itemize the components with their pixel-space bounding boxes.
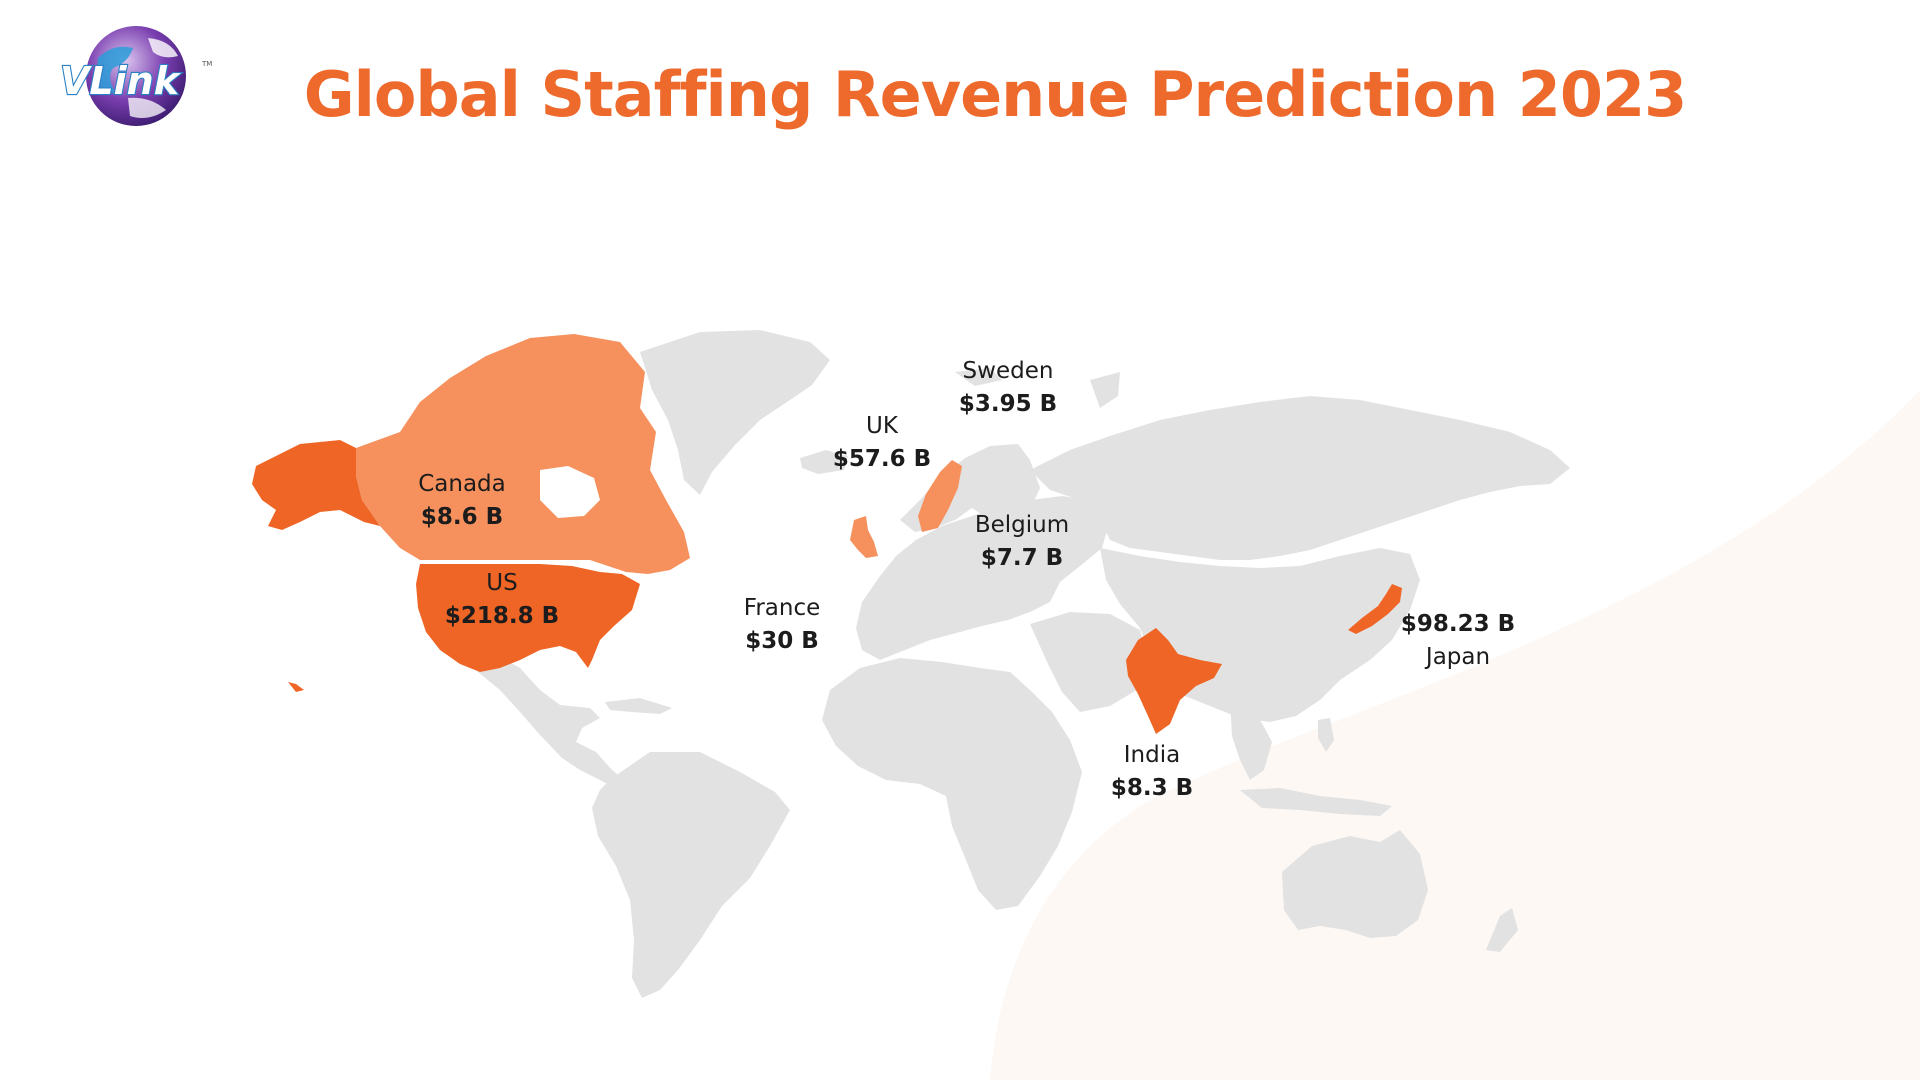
label-sweden-value: $3.95 B xyxy=(958,391,1058,417)
country-canada-hudson-bay xyxy=(540,466,600,518)
label-us-value: $218.8 B xyxy=(444,603,560,629)
land-indonesia xyxy=(1240,788,1392,816)
country-sweden-shape xyxy=(918,460,962,532)
land-svalbard xyxy=(955,368,1002,386)
highlighted-countries xyxy=(252,334,1402,734)
label-france: France $30 B xyxy=(744,592,820,658)
land-africa xyxy=(822,658,1082,910)
land-philippines xyxy=(1318,718,1334,752)
land-madagascar xyxy=(1036,820,1054,860)
country-japan-shape xyxy=(1348,584,1402,634)
label-france-value: $30 B xyxy=(745,628,819,654)
land-greenland xyxy=(640,330,830,495)
label-canada-value: $8.6 B xyxy=(420,504,504,530)
logo-continent-shape-2 xyxy=(148,38,178,58)
label-canada-country: Canada xyxy=(418,471,506,497)
label-india: India $8.3 B xyxy=(1111,739,1193,805)
label-japan-value: $98.23 B xyxy=(1400,611,1516,637)
label-uk-value: $57.6 B xyxy=(832,446,932,472)
label-india-value: $8.3 B xyxy=(1110,775,1194,801)
label-belgium-country: Belgium xyxy=(974,512,1070,538)
land-middle-east xyxy=(1030,612,1148,712)
land-caribbean xyxy=(605,698,672,714)
land-group xyxy=(455,330,1570,998)
land-southeast-asia xyxy=(1230,700,1272,780)
label-india-country: India xyxy=(1123,742,1181,768)
label-japan: $98.23 B Japan xyxy=(1401,608,1515,674)
background-curve-shape xyxy=(990,390,1920,1080)
country-india-shape xyxy=(1126,628,1222,734)
land-europe xyxy=(856,496,1110,660)
country-uk-shape xyxy=(850,516,878,558)
land-new-zealand xyxy=(1486,908,1518,952)
logo-trademark: TM xyxy=(201,60,212,68)
logo-continent-shape xyxy=(96,46,133,94)
land-mexico-central-america xyxy=(455,650,630,792)
label-us: US $218.8 B xyxy=(445,567,559,633)
land-novaya-zemlya xyxy=(1090,372,1120,408)
logo-text: VLink xyxy=(60,59,182,103)
land-russia xyxy=(1030,396,1570,560)
vlink-logo: VLink TM xyxy=(59,26,212,126)
label-us-country: US xyxy=(486,570,518,596)
country-us-alaska-shape xyxy=(252,440,380,530)
country-us-hawaii-shape xyxy=(288,682,304,692)
country-us-shape xyxy=(416,564,640,672)
label-canada: Canada $8.6 B xyxy=(418,468,506,534)
land-australia xyxy=(1282,830,1428,938)
land-iceland xyxy=(800,450,848,474)
label-uk: UK $57.6 B xyxy=(833,410,931,476)
label-france-country: France xyxy=(743,595,821,621)
label-sweden: Sweden $3.95 B xyxy=(959,355,1057,421)
label-uk-country: UK xyxy=(866,413,898,439)
country-canada-shape xyxy=(356,334,690,574)
label-sweden-country: Sweden xyxy=(962,358,1054,384)
label-belgium-value: $7.7 B xyxy=(980,545,1064,571)
label-belgium: Belgium $7.7 B xyxy=(975,509,1069,575)
label-japan-country: Japan xyxy=(1425,644,1491,670)
page-title: Global Staffing Revenue Prediction 2023 xyxy=(303,58,1688,131)
land-south-america xyxy=(592,752,790,998)
logo-continent-shape-3 xyxy=(128,97,166,118)
